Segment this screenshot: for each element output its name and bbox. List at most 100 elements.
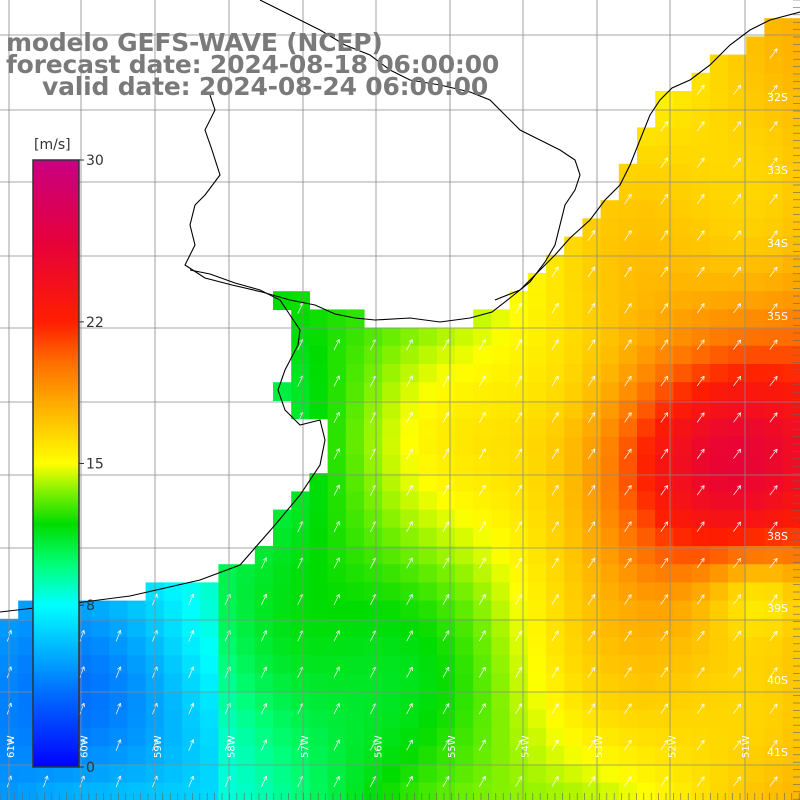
- wind-speed-cell: [691, 145, 711, 165]
- wind-speed-cell: [655, 655, 674, 674]
- wind-arrow: [733, 557, 742, 569]
- wind-arrow: [696, 521, 705, 532]
- wind-speed-cell: [564, 254, 583, 274]
- wind-speed-cell: [455, 527, 474, 547]
- wind-speed-cell: [764, 564, 784, 583]
- wind-speed-cell: [673, 200, 693, 219]
- wind-speed-cell: [764, 764, 784, 784]
- wind-speed-cell: [364, 709, 383, 729]
- wind-speed-cell: [618, 345, 638, 365]
- wind-speed-cell: [418, 400, 438, 420]
- wind-speed-cell: [600, 345, 620, 365]
- wind-arrow: [660, 412, 669, 423]
- wind-speed-cell: [728, 527, 747, 547]
- wind-speed-cell: [782, 582, 800, 602]
- wind-speed-cell: [764, 163, 784, 183]
- wind-speed-cell: [455, 728, 474, 747]
- wind-speed-cell: [236, 691, 256, 711]
- wind-arrow: [515, 521, 523, 533]
- wind-speed-cell: [709, 436, 729, 456]
- wind-speed-cell: [746, 673, 765, 693]
- wind-arrow: [333, 593, 340, 606]
- wind-speed-cell: [600, 436, 620, 456]
- wind-arrow: [79, 739, 85, 751]
- wind-speed-cell: [491, 600, 511, 620]
- wind-speed-cell: [436, 782, 456, 800]
- wind-speed-cell: [618, 436, 638, 456]
- wind-speed-cell: [746, 291, 765, 310]
- wind-arrow: [188, 666, 195, 678]
- wind-speed-cell: [436, 728, 456, 747]
- wind-speed-cell: [746, 618, 765, 638]
- wind-speed-cell: [418, 455, 438, 474]
- wind-speed-cell: [582, 509, 602, 529]
- wind-speed-cell: [782, 54, 800, 74]
- wind-speed-cell: [418, 782, 438, 800]
- wind-speed-cell: [127, 618, 147, 638]
- wind-speed-cell: [163, 600, 183, 620]
- wind-speed-cell: [618, 273, 638, 292]
- wind-speed-cell: [273, 382, 292, 401]
- wind-arrow: [587, 484, 596, 496]
- wind-speed-cell: [254, 655, 274, 674]
- wind-arrow: [696, 375, 705, 387]
- wind-speed-cell: [673, 418, 693, 438]
- lon-label: 56W: [374, 735, 385, 758]
- wind-speed-cell: [273, 782, 292, 800]
- wind-arrow: [406, 630, 413, 642]
- wind-speed-cell: [564, 728, 583, 747]
- wind-speed-cell: [709, 509, 729, 529]
- wind-speed-cell: [364, 618, 383, 638]
- wind-speed-cell: [436, 436, 456, 456]
- wind-speed-cell: [436, 491, 456, 511]
- wind-speed-cell: [709, 491, 729, 511]
- wind-speed-cell: [236, 655, 256, 674]
- wind-speed-cell: [728, 72, 747, 92]
- wind-speed-cell: [345, 691, 365, 711]
- wind-speed-cell: [400, 691, 420, 711]
- wind-speed-cell: [400, 728, 420, 747]
- wind-speed-cell: [382, 364, 401, 383]
- wind-speed-cell: [382, 637, 401, 656]
- wind-arrow: [261, 739, 268, 751]
- wind-speed-cell: [509, 345, 529, 365]
- wind-speed-cell: [728, 273, 747, 292]
- wind-arrow: [478, 412, 486, 423]
- wind-vectors: [6, 48, 778, 788]
- wind-speed-cell: [436, 345, 456, 365]
- wind-arrow: [587, 412, 596, 423]
- wind-speed-cell: [309, 746, 329, 765]
- wind-arrow: [696, 776, 705, 787]
- wind-speed-cell: [273, 746, 292, 765]
- wind-speed-cell: [309, 782, 329, 800]
- wind-speed-cell: [473, 309, 492, 329]
- wind-arrow: [478, 375, 486, 387]
- wind-speed-cell: [709, 309, 729, 329]
- wind-speed-cell: [200, 746, 219, 765]
- wind-arrow: [696, 266, 705, 277]
- wind-speed-cell: [436, 546, 456, 565]
- wind-arrow: [660, 557, 669, 569]
- wind-speed-cell: [600, 218, 620, 238]
- wind-arrow: [696, 448, 705, 459]
- wind-speed-cell: [673, 382, 693, 401]
- wind-speed-cell: [673, 527, 693, 547]
- wind-speed-cell: [327, 673, 347, 693]
- wind-speed-cell: [473, 582, 492, 602]
- wind-arrow: [696, 485, 705, 496]
- wind-arrow: [587, 703, 596, 714]
- wind-speed-cell: [746, 691, 765, 711]
- wind-speed-cell: [746, 182, 765, 201]
- wind-arrow: [515, 703, 523, 715]
- wind-speed-cell: [163, 764, 183, 784]
- wind-speed-cell: [382, 655, 401, 674]
- wind-arrow: [261, 666, 268, 678]
- wind-speed-cell: [509, 637, 529, 656]
- wind-speed-cell: [127, 709, 147, 729]
- wind-speed-cell: [655, 637, 674, 656]
- wind-arrow: [406, 593, 413, 605]
- wind-speed-cell: [291, 364, 310, 383]
- wind-speed-cell: [746, 728, 765, 747]
- wind-speed-cell: [655, 673, 674, 693]
- wind-speed-cell: [491, 782, 511, 800]
